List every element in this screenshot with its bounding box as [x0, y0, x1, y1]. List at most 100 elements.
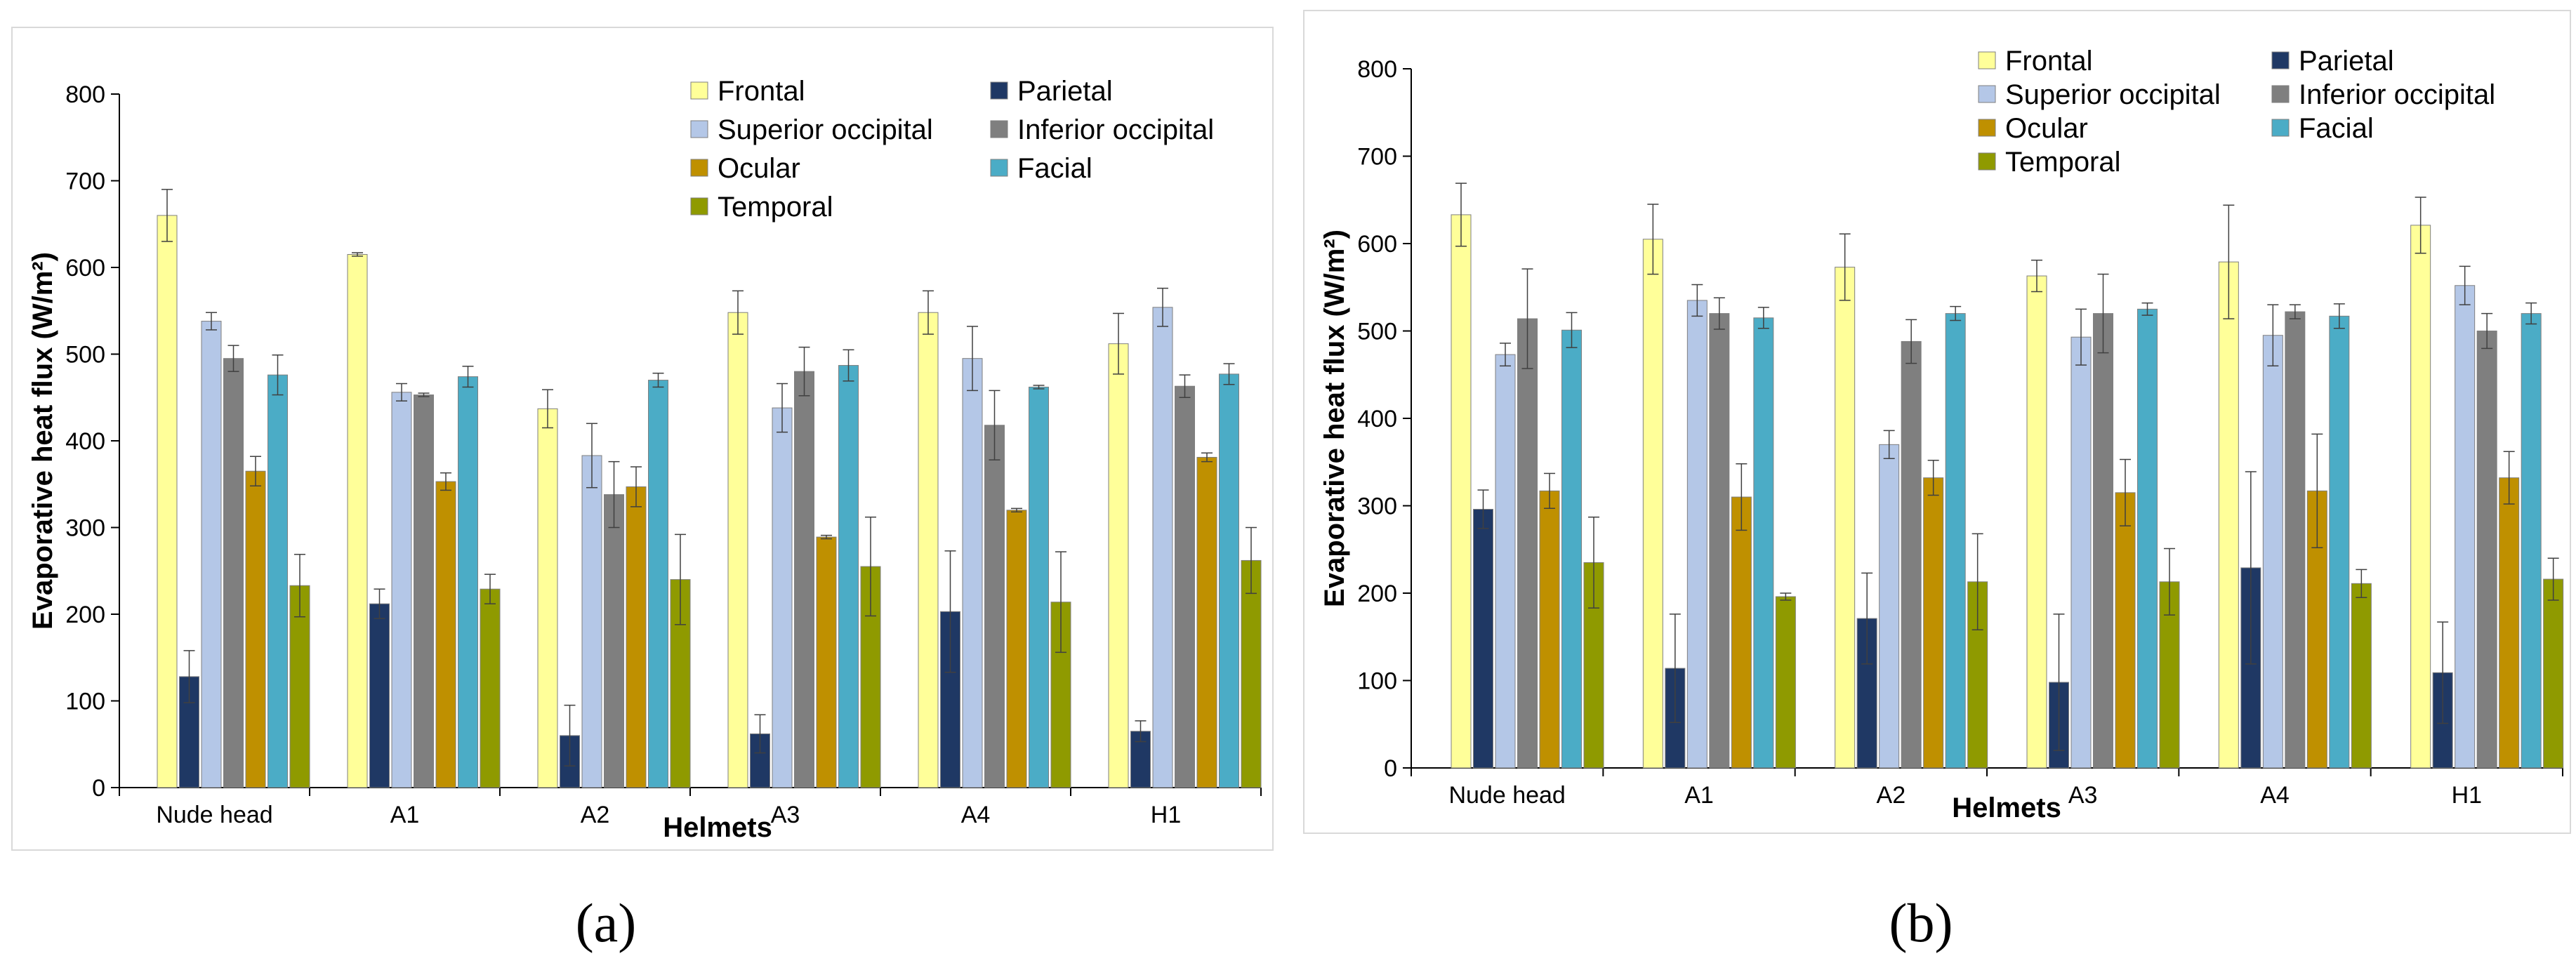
y-tick-label-b-8: 800 [1357, 56, 1397, 83]
bar-a-frontal-3 [727, 312, 748, 788]
y-tick-label-b-6: 600 [1357, 231, 1397, 258]
legend-label-b-4: Ocular [2005, 113, 2088, 144]
bar-b-superior-occipital-2 [1879, 444, 1900, 769]
bar-a-ocular-0 [245, 470, 266, 788]
bar-a-ocular-2 [626, 486, 647, 788]
bar-a-ocular-4 [1006, 510, 1027, 788]
bar-b-superior-occipital-0 [1495, 354, 1516, 769]
bar-a-parietal-1 [369, 603, 390, 788]
bar-a-inferior-occipital-2 [604, 494, 624, 788]
bar-b-superior-occipital-5 [2455, 285, 2476, 769]
y-tick-label-b-5: 500 [1357, 319, 1397, 345]
bar-b-inferior-occipital-3 [2093, 313, 2113, 769]
bar-b-inferior-occipital-1 [1709, 313, 1730, 769]
x-tick-label-b-1: A1 [1684, 782, 1714, 809]
x-tick-label-b-4: A4 [2260, 782, 2290, 809]
x-tick-label-a-4: A4 [961, 802, 991, 828]
bar-a-facial-1 [458, 376, 478, 788]
legend-label-b-1: Parietal [2299, 46, 2394, 77]
bar-a-facial-0 [267, 374, 288, 788]
bar-b-frontal-4 [2218, 261, 2239, 769]
legend-swatch-b-3 [2271, 85, 2290, 103]
bar-a-frontal-4 [918, 312, 939, 788]
y-tick-label-b-2: 200 [1357, 581, 1397, 607]
bar-b-superior-occipital-1 [1686, 300, 1708, 769]
legend-label-a-5: Facial [1017, 153, 1092, 184]
bar-b-frontal-3 [2026, 275, 2047, 769]
y-tick-label-b-1: 100 [1357, 668, 1397, 695]
bar-a-frontal-0 [157, 215, 178, 788]
y-tick-label-a-3: 300 [65, 515, 105, 542]
bar-a-superior-occipital-2 [581, 455, 602, 788]
legend-label-a-6: Temporal [718, 192, 833, 223]
legend-swatch-a-2 [690, 120, 708, 138]
x-tick-label-b-5: H1 [2452, 782, 2482, 809]
legend-label-a-1: Parietal [1017, 76, 1113, 107]
legend-label-b-2: Superior occipital [2005, 79, 2221, 110]
bar-b-ocular-5 [2499, 477, 2520, 769]
panel-label-a: (a) [575, 892, 637, 953]
y-tick-label-a-1: 100 [65, 689, 105, 715]
bar-a-facial-5 [1219, 373, 1239, 788]
y-tick-label-a-4: 400 [65, 428, 105, 455]
y-axis-title-b: Evaporative heat flux (W/m²) [1319, 230, 1350, 607]
bar-b-facial-3 [2137, 308, 2158, 769]
bar-b-ocular-2 [1923, 477, 1944, 769]
legend-swatch-b-0 [1978, 51, 1996, 69]
y-tick-label-a-0: 0 [92, 775, 105, 802]
x-tick-label-a-0: Nude head [156, 802, 272, 828]
bar-b-parietal-0 [1473, 508, 1493, 769]
bar-b-temporal-3 [2159, 581, 2180, 769]
bar-b-inferior-occipital-0 [1517, 318, 1538, 769]
bar-a-inferior-occipital-5 [1175, 385, 1195, 788]
bar-b-frontal-1 [1642, 239, 1663, 769]
bar-b-inferior-occipital-2 [1901, 340, 1922, 769]
bar-a-temporal-1 [480, 588, 501, 788]
bar-a-superior-occipital-5 [1152, 307, 1173, 788]
bar-a-facial-3 [838, 365, 859, 788]
bar-a-frontal-5 [1108, 343, 1129, 788]
bar-b-ocular-3 [2115, 492, 2136, 769]
legend-label-a-0: Frontal [718, 76, 805, 107]
y-tick-label-a-2: 200 [65, 602, 105, 628]
chart-a: 0 100 200 300 400 500 600 700 800 Nude head A1 A2 A3… [27, 76, 1262, 843]
bar-a-temporal-0 [289, 585, 310, 788]
bar-a-temporal-2 [670, 579, 691, 788]
bar-a-superior-occipital-1 [391, 392, 412, 788]
bar-b-ocular-1 [1731, 496, 1752, 769]
legend-label-b-5: Facial [2299, 113, 2374, 144]
y-tick-label-b-7: 700 [1357, 144, 1397, 171]
x-tick-label-b-0: Nude head [1448, 782, 1565, 809]
y-tick-label-b-0: 0 [1384, 755, 1397, 782]
bar-b-facial-1 [1753, 317, 1774, 769]
legend-label-b-3: Inferior occipital [2299, 79, 2495, 110]
chart-panel-a: 0 100 200 300 400 500 600 700 800 Nude head A1 A2 A3… [11, 27, 1274, 851]
bar-b-facial-2 [1945, 313, 1966, 769]
y-tick-label-a-7: 700 [65, 168, 105, 195]
legend-swatch-b-4 [1978, 119, 1996, 137]
y-tick-label-b-4: 400 [1357, 406, 1397, 432]
bar-a-ocular-3 [816, 536, 837, 788]
y-tick-label-a-6: 600 [65, 255, 105, 281]
y-tick-label-b-3: 300 [1357, 493, 1397, 520]
chart-panel-b: 0 100 200 300 400 500 600 700 800 Nude head A1 A2 A3… [1303, 10, 2571, 834]
legend-swatch-a-6 [690, 197, 708, 215]
bar-b-temporal-4 [2351, 583, 2372, 769]
panel-label-b: (b) [1889, 892, 1953, 953]
legend-swatch-a-1 [990, 81, 1008, 100]
bar-a-frontal-2 [537, 408, 558, 788]
legend-swatch-b-5 [2271, 119, 2290, 137]
x-axis-title-a: Helmets [663, 812, 772, 843]
legend-swatch-a-3 [990, 120, 1008, 138]
y-axis-title-a: Evaporative heat flux (W/m²) [27, 252, 58, 630]
bar-b-facial-4 [2329, 315, 2350, 769]
bar-a-frontal-1 [347, 253, 368, 788]
bar-b-inferior-occipital-5 [2476, 331, 2497, 769]
bar-a-ocular-5 [1196, 456, 1217, 788]
legend-label-a-2: Superior occipital [718, 114, 933, 145]
bar-b-frontal-2 [1835, 267, 1856, 769]
bar-b-frontal-5 [2410, 225, 2431, 769]
legend-swatch-a-0 [690, 81, 708, 100]
bar-b-ocular-0 [1539, 490, 1560, 769]
bar-b-superior-occipital-3 [2070, 336, 2092, 769]
